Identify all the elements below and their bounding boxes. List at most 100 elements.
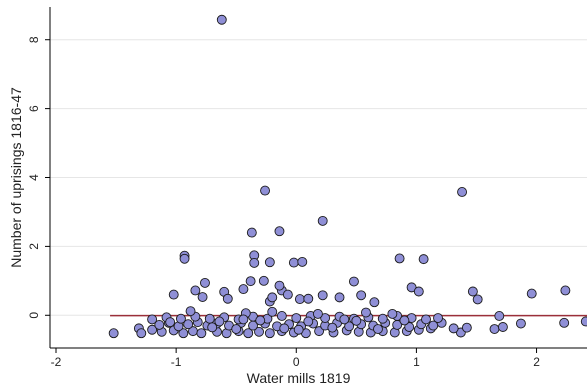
- data-point: [515, 318, 526, 329]
- data-point: [165, 317, 176, 328]
- data-point: [373, 324, 383, 335]
- data-point: [351, 315, 362, 326]
- data-point: [461, 322, 472, 333]
- data-points: [108, 14, 587, 339]
- data-point: [394, 253, 405, 264]
- data-point: [274, 226, 285, 237]
- data-point: [185, 306, 196, 317]
- x-tick-label: 1: [413, 355, 420, 369]
- y-tick-label: 0: [27, 312, 41, 319]
- data-point: [243, 328, 254, 339]
- data-point: [489, 324, 500, 335]
- data-point: [267, 292, 278, 303]
- data-point: [276, 311, 287, 321]
- data-point: [404, 322, 415, 332]
- data-point: [197, 292, 208, 302]
- data-point: [108, 328, 119, 339]
- data-point: [258, 275, 269, 286]
- data-point: [249, 257, 260, 268]
- data-point: [433, 313, 443, 323]
- data-point: [183, 319, 194, 330]
- x-tick-label: 0: [293, 355, 300, 369]
- data-point: [279, 323, 290, 334]
- x-tick-label: -1: [171, 355, 182, 369]
- data-point: [179, 253, 190, 264]
- data-point: [282, 289, 293, 300]
- data-point: [457, 187, 468, 197]
- data-point: [190, 285, 201, 296]
- data-point: [260, 185, 270, 196]
- y-axis-title: Number of uprisings 1816-47: [8, 87, 24, 268]
- data-point: [399, 315, 410, 326]
- data-point: [361, 307, 371, 318]
- data-point: [175, 313, 186, 324]
- data-point: [264, 257, 275, 268]
- data-point: [413, 286, 424, 297]
- data-point: [580, 316, 587, 327]
- data-point: [560, 285, 571, 296]
- data-point: [387, 308, 398, 319]
- data-point: [154, 319, 165, 330]
- data-point: [147, 324, 158, 335]
- data-point: [339, 314, 350, 325]
- data-point: [267, 306, 278, 317]
- data-point: [147, 314, 158, 325]
- y-tick-label: 6: [27, 105, 41, 112]
- data-point: [200, 277, 210, 288]
- data-point: [348, 276, 359, 287]
- x-tick-label: -2: [51, 355, 62, 369]
- data-point: [494, 311, 505, 321]
- data-point: [231, 324, 242, 335]
- x-axis-title: Water mills 1819: [247, 370, 351, 386]
- data-point: [254, 326, 264, 337]
- x-tick-label: 2: [533, 355, 540, 369]
- data-point: [274, 280, 285, 291]
- data-point: [264, 328, 275, 339]
- data-point: [303, 293, 314, 304]
- data-point: [377, 313, 388, 324]
- data-point: [255, 315, 266, 326]
- data-point: [334, 292, 345, 303]
- data-point: [448, 323, 459, 334]
- data-point: [312, 308, 323, 319]
- data-point: [421, 314, 431, 325]
- data-point: [327, 322, 338, 333]
- data-point: [207, 322, 218, 333]
- data-point: [559, 317, 570, 328]
- data-point: [238, 284, 249, 295]
- data-point: [317, 215, 328, 226]
- data-point: [472, 294, 483, 305]
- y-tick-label: 2: [27, 243, 41, 250]
- data-point: [214, 316, 225, 327]
- data-point: [246, 227, 257, 238]
- data-point: [369, 297, 380, 308]
- data-point: [168, 289, 179, 300]
- data-point: [238, 314, 249, 325]
- data-point: [245, 276, 256, 287]
- data-point: [303, 316, 314, 327]
- data-point: [196, 328, 207, 339]
- data-point: [204, 313, 215, 324]
- data-point: [314, 326, 325, 337]
- data-point: [293, 324, 304, 335]
- data-point: [418, 254, 429, 265]
- y-tick-label: 4: [27, 174, 41, 181]
- data-point: [288, 257, 299, 268]
- data-point: [497, 322, 508, 332]
- data-point: [291, 313, 302, 323]
- data-point: [317, 290, 328, 301]
- data-point: [222, 293, 233, 304]
- y-tick-label: 8: [27, 36, 41, 43]
- data-point: [297, 256, 308, 267]
- data-point: [467, 286, 478, 297]
- data-point: [136, 328, 147, 339]
- data-point: [526, 288, 537, 299]
- data-point: [178, 328, 189, 339]
- data-point: [356, 290, 367, 301]
- data-point: [294, 294, 305, 305]
- gridlines: [50, 39, 587, 316]
- tick-marks-and-labels: -2 -1 0 1 2 0 2 4 6 8: [27, 36, 540, 369]
- data-point: [216, 14, 227, 25]
- data-point: [344, 321, 355, 332]
